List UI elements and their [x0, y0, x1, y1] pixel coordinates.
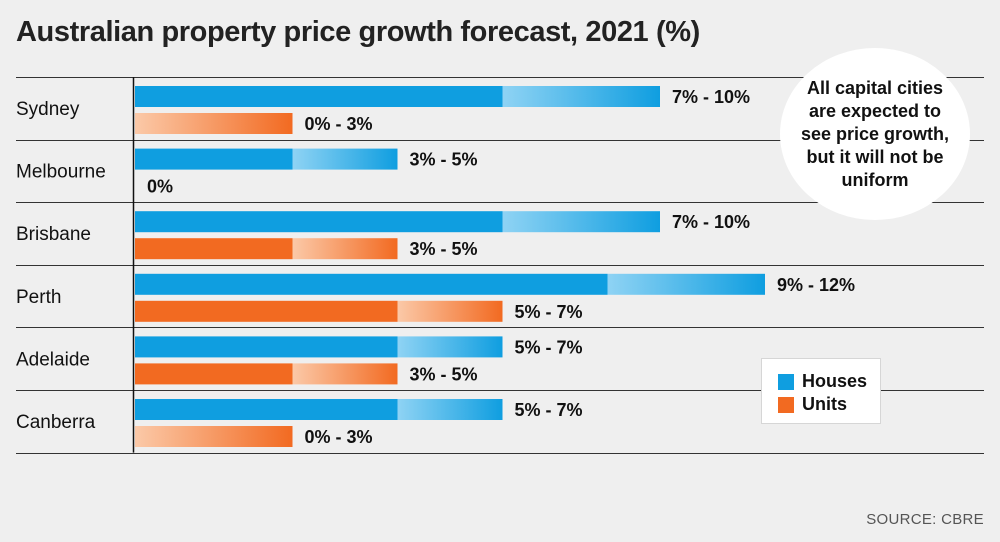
data-label-houses: 3% - 5% [410, 150, 478, 170]
legend: Houses Units [761, 358, 881, 424]
data-label-units: 3% - 5% [410, 364, 478, 384]
callout-bubble: All capital cities are expected to see p… [780, 48, 970, 220]
bar-units-range [292, 238, 398, 260]
bar-houses-range [502, 211, 660, 233]
bar-units-range [135, 426, 293, 447]
bar-houses-range [292, 148, 398, 170]
bar-units-base [135, 363, 293, 385]
legend-label-units: Units [802, 394, 847, 414]
data-label-houses: 7% - 10% [672, 87, 750, 107]
category-label: Adelaide [16, 349, 90, 370]
legend-item-houses: Houses [778, 371, 867, 392]
category-label: Perth [16, 287, 61, 308]
bar-units-range [292, 363, 398, 385]
bar-houses-base [135, 148, 293, 170]
legend-label-houses: Houses [802, 371, 868, 391]
bar-houses-range [607, 273, 765, 295]
data-label-units: 0% - 3% [305, 427, 373, 447]
data-label-houses: 9% - 12% [777, 275, 855, 295]
bar-units-base [135, 300, 398, 322]
data-label-units: 0% [147, 177, 173, 197]
data-label-houses: 5% - 7% [515, 400, 583, 420]
legend-item-units: Units [778, 394, 847, 415]
category-label: Brisbane [16, 224, 91, 245]
callout-text: All capital cities are expected to see p… [800, 77, 950, 190]
chart-title: Australian property price growth forecas… [16, 16, 700, 48]
category-label: Canberra [16, 412, 96, 433]
legend-swatch-houses [778, 373, 794, 390]
bar-houses-base [135, 399, 398, 420]
bar-houses-base [135, 86, 503, 107]
bar-houses-range [397, 399, 503, 420]
data-label-houses: 5% - 7% [515, 337, 583, 357]
bar-houses-range [502, 86, 660, 107]
bar-units-base [135, 238, 293, 260]
legend-swatch-units [778, 396, 794, 413]
bar-units-range [135, 113, 293, 134]
category-label: Sydney [16, 99, 80, 120]
bar-units-range [397, 300, 503, 322]
data-label-units: 0% - 3% [305, 114, 373, 134]
bar-houses-base [135, 211, 503, 233]
bar-houses-base [135, 273, 608, 295]
data-label-houses: 7% - 10% [672, 212, 750, 232]
category-label: Melbourne [16, 162, 106, 183]
data-label-units: 5% - 7% [515, 302, 583, 322]
source-note: SOURCE: CBRE [866, 511, 984, 528]
bar-houses-range [397, 336, 503, 358]
bar-houses-base [135, 336, 398, 358]
data-label-units: 3% - 5% [410, 239, 478, 259]
